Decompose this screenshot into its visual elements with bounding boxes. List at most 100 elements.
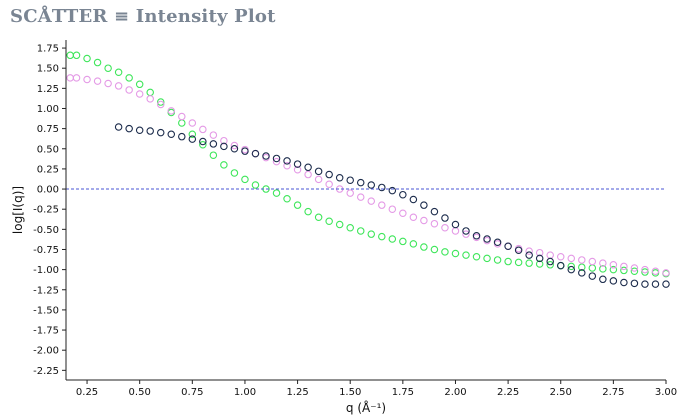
- data-point: [230, 169, 239, 177]
- data-point: [662, 280, 670, 288]
- data-point: [546, 261, 554, 269]
- y-tick-label: 0.00: [37, 185, 59, 196]
- data-point: [346, 189, 354, 197]
- data-point: [546, 251, 554, 259]
- data-point: [209, 151, 218, 159]
- data-point: [335, 174, 344, 182]
- data-point: [662, 269, 670, 277]
- data-point: [241, 175, 249, 184]
- data-point: [135, 90, 144, 98]
- x-tick-label: 0.50: [129, 387, 151, 398]
- x-tick-label: 2.75: [602, 387, 624, 398]
- y-tick-label: 0.75: [37, 124, 59, 135]
- data-point: [641, 268, 649, 276]
- data-point: [588, 272, 597, 280]
- data-point: [188, 119, 197, 127]
- data-point: [367, 197, 376, 205]
- data-point: [356, 193, 365, 201]
- data-point: [641, 265, 649, 274]
- data-point: [146, 88, 154, 97]
- data-point: [356, 178, 365, 187]
- data-point: [388, 235, 397, 243]
- data-point: [220, 142, 228, 151]
- data-point: [420, 216, 428, 225]
- data-point: [314, 175, 323, 184]
- data-point: [283, 157, 291, 165]
- data-point: [304, 163, 312, 172]
- data-point: [409, 240, 418, 248]
- data-point: [578, 269, 586, 277]
- y-tick-label: 1.50: [37, 64, 59, 75]
- data-point: [188, 130, 197, 139]
- data-point: [630, 267, 639, 275]
- data-point: [472, 252, 481, 261]
- data-point: [504, 242, 512, 251]
- data-point: [462, 251, 470, 259]
- data-point: [483, 254, 491, 263]
- y-tick-label: -0.75: [33, 245, 59, 256]
- data-point: [620, 262, 628, 271]
- data-point: [578, 263, 586, 271]
- data-point: [609, 265, 618, 274]
- data-point: [651, 280, 660, 288]
- data-point: [567, 254, 576, 263]
- data-point: [588, 257, 597, 266]
- data-point: [609, 261, 618, 269]
- data-point: [430, 219, 439, 228]
- data-point: [114, 123, 123, 131]
- data-point: [441, 214, 449, 222]
- data-point: [293, 201, 302, 209]
- y-tick-label: -1.50: [33, 305, 59, 316]
- x-tick-label: 0.75: [181, 387, 203, 398]
- data-point: [220, 161, 228, 169]
- data-point: [451, 220, 460, 229]
- y-tick-label: 1.75: [37, 44, 59, 55]
- data-point: [441, 248, 449, 256]
- data-point: [599, 275, 607, 284]
- data-point: [83, 75, 91, 84]
- y-tick-label: -1.25: [33, 285, 59, 296]
- data-point: [125, 74, 133, 82]
- data-point: [272, 157, 281, 166]
- data-point: [188, 135, 197, 143]
- data-point: [378, 232, 386, 241]
- data-point: [272, 189, 281, 197]
- data-point: [567, 265, 576, 274]
- data-point: [525, 247, 533, 255]
- data-point: [156, 100, 165, 109]
- data-point: [314, 213, 323, 222]
- x-tick-label: 1.25: [286, 387, 308, 398]
- data-point: [125, 86, 133, 94]
- data-point: [367, 181, 376, 189]
- x-tick-label: 1.50: [339, 387, 361, 398]
- data-point: [241, 147, 249, 155]
- y-tick-label: -2.00: [33, 346, 59, 357]
- data-point: [451, 227, 460, 235]
- data-point: [199, 140, 207, 149]
- data-point: [567, 262, 576, 271]
- data-point: [514, 258, 523, 267]
- x-tick-label: 0.25: [76, 387, 98, 398]
- data-point: [399, 209, 407, 217]
- data-point: [178, 112, 186, 121]
- data-point: [220, 136, 228, 145]
- data-point: [630, 264, 639, 272]
- data-point: [504, 257, 512, 266]
- series-group: [114, 123, 670, 288]
- data-point: [283, 194, 291, 203]
- data-point: [651, 267, 660, 275]
- data-point: [430, 207, 439, 216]
- data-point: [535, 260, 544, 268]
- data-point: [135, 80, 144, 89]
- data-point: [178, 132, 186, 141]
- data-point: [399, 237, 407, 246]
- data-point: [367, 230, 376, 238]
- data-point: [578, 256, 586, 264]
- x-tick-label: 1.75: [392, 387, 414, 398]
- data-point: [66, 74, 74, 82]
- data-point: [314, 167, 323, 176]
- data-point: [230, 141, 239, 150]
- data-point: [588, 264, 597, 272]
- y-tick-label: 1.00: [37, 104, 59, 115]
- data-point: [430, 245, 439, 254]
